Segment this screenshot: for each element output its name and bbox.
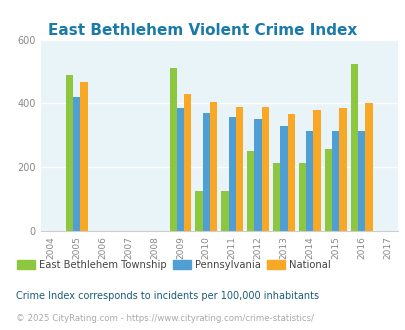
Bar (350, 63, 357, 231)
Bar (195, 191, 202, 231)
Text: © 2025 CityRating.com - https://www.cityrating.com/crime-statistics/: © 2025 CityRating.com - https://www.city… (16, 314, 313, 323)
Bar (364, 103, 372, 231)
Bar (176, 108, 183, 231)
Bar (183, 94, 191, 231)
Bar (357, 131, 364, 231)
Bar (313, 111, 320, 231)
Bar (324, 149, 331, 231)
Bar (331, 131, 339, 231)
Bar (261, 107, 268, 231)
Bar (169, 68, 176, 231)
Bar (228, 117, 235, 231)
Bar (247, 151, 254, 231)
Bar (279, 126, 287, 231)
Bar (287, 114, 294, 231)
Bar (273, 163, 279, 231)
Bar (339, 108, 346, 231)
Bar (80, 82, 87, 231)
Bar (73, 97, 80, 231)
Bar (221, 191, 228, 231)
Bar (298, 163, 305, 231)
Bar (66, 75, 73, 231)
Bar (235, 107, 243, 231)
Bar (254, 119, 261, 231)
Bar (305, 131, 313, 231)
Text: Crime Index corresponds to incidents per 100,000 inhabitants: Crime Index corresponds to incidents per… (16, 291, 319, 301)
Bar (209, 102, 217, 231)
Legend: East Bethlehem Township, Pennsylvania, National: East Bethlehem Township, Pennsylvania, N… (13, 256, 334, 274)
Text: East Bethlehem Violent Crime Index: East Bethlehem Violent Crime Index (48, 23, 357, 38)
Bar (202, 113, 209, 231)
